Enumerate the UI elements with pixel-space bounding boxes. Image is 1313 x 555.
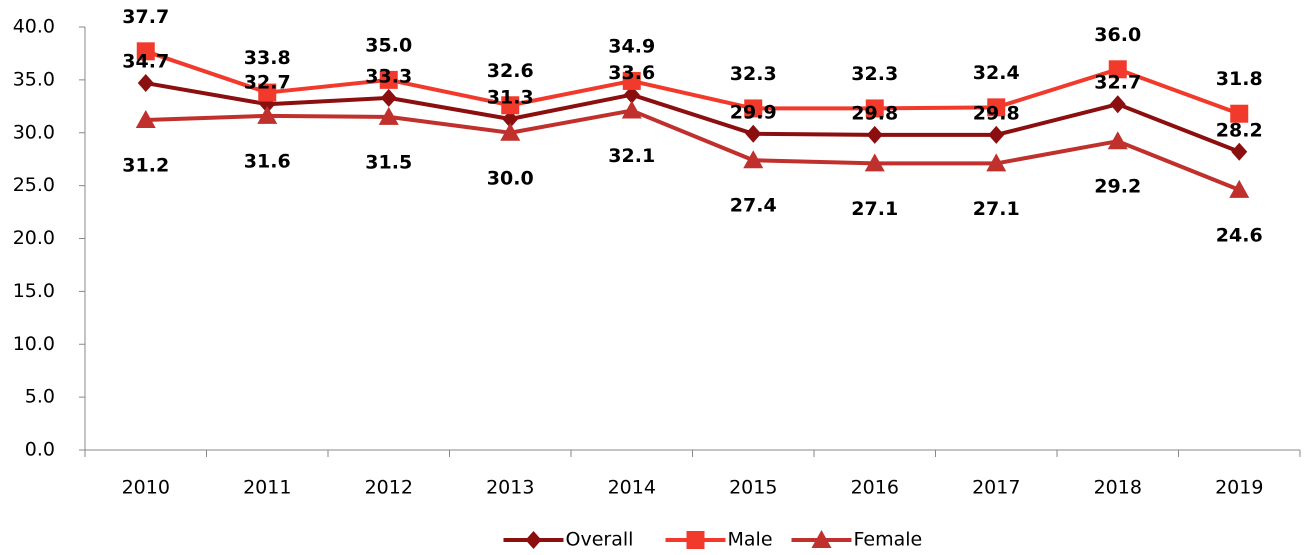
data-label: 33.3 <box>365 65 412 87</box>
marker <box>745 124 762 143</box>
legend-item: Female <box>791 529 923 551</box>
marker <box>864 153 885 172</box>
data-label: 31.2 <box>122 155 169 177</box>
marker <box>866 125 883 144</box>
marker <box>988 125 1005 144</box>
data-label: 29.2 <box>1094 176 1141 198</box>
legend-item: Male <box>665 529 773 551</box>
legend-label: Male <box>728 529 773 551</box>
data-label: 29.8 <box>851 102 898 124</box>
marker <box>136 42 155 61</box>
data-label: 27.1 <box>851 198 898 220</box>
x-tick-label: 2016 <box>851 477 899 499</box>
marker <box>379 70 398 89</box>
data-label: 37.7 <box>122 6 169 28</box>
legend-label: Overall <box>566 529 634 551</box>
x-tick-label: 2011 <box>243 477 291 499</box>
data-label: 28.2 <box>1216 119 1263 141</box>
marker <box>623 85 640 104</box>
marker <box>811 530 832 548</box>
legend: Overall Male Female <box>503 529 923 551</box>
x-tick-label: 2019 <box>1215 477 1263 499</box>
data-label: 33.6 <box>608 62 655 84</box>
marker <box>986 153 1007 172</box>
marker <box>1229 179 1250 198</box>
data-label: 30.0 <box>487 167 534 189</box>
marker <box>987 98 1006 117</box>
data-label: 31.3 <box>487 87 534 109</box>
data-label: 29.8 <box>973 102 1020 124</box>
marker <box>686 531 705 549</box>
marker <box>378 106 399 125</box>
y-tick-label: 40.0 <box>13 16 55 38</box>
data-label: 29.9 <box>730 101 777 123</box>
series-line <box>145 108 1240 192</box>
y-tick-label: 10.0 <box>13 333 55 355</box>
marker <box>258 83 277 102</box>
y-tick-label: 35.0 <box>13 68 55 90</box>
x-tick-label: 2017 <box>972 477 1020 499</box>
marker <box>501 96 520 115</box>
x-tick-label: 2014 <box>608 477 656 499</box>
x-tick-label: 2018 <box>1094 477 1142 499</box>
data-label: 32.1 <box>608 145 655 167</box>
data-label: 32.7 <box>244 72 291 94</box>
y-tick-label: 15.0 <box>13 280 55 302</box>
marker <box>744 99 763 118</box>
marker <box>257 105 278 124</box>
data-label: 27.1 <box>973 198 1020 220</box>
series-line <box>145 49 1240 116</box>
y-tick-label: 5.0 <box>25 386 55 408</box>
legend-item: Overall <box>503 529 634 551</box>
data-label: 32.3 <box>851 63 898 85</box>
marker <box>502 110 519 129</box>
y-tick-label: 20.0 <box>13 227 55 249</box>
legend-label: Female <box>854 529 923 551</box>
marker <box>137 74 154 93</box>
data-label: 24.6 <box>1216 224 1263 246</box>
data-label: 34.9 <box>608 35 655 57</box>
marker <box>135 110 156 129</box>
x-tick-label: 2013 <box>486 477 534 499</box>
data-label: 32.4 <box>973 62 1020 84</box>
marker <box>1109 95 1126 114</box>
marker <box>743 150 764 169</box>
x-tick-label: 2015 <box>729 477 777 499</box>
marker <box>1108 60 1127 79</box>
marker <box>1230 104 1249 123</box>
data-label: 32.6 <box>487 60 534 82</box>
x-tick-label: 2010 <box>122 477 170 499</box>
marker <box>1107 131 1128 150</box>
y-tick-label: 30.0 <box>13 121 55 143</box>
y-tick-label: 0.0 <box>25 439 55 461</box>
y-tick-label: 25.0 <box>13 174 55 196</box>
marker <box>1231 142 1248 161</box>
marker <box>621 100 642 119</box>
data-label: 33.8 <box>244 47 291 69</box>
marker <box>622 71 641 90</box>
series-line <box>145 81 1240 154</box>
data-label: 27.4 <box>730 195 777 217</box>
data-label: 32.3 <box>730 63 777 85</box>
marker <box>380 88 397 107</box>
data-label: 31.6 <box>244 150 291 172</box>
marker <box>865 99 884 118</box>
marker <box>500 122 521 141</box>
data-label: 34.7 <box>122 51 169 73</box>
marker <box>525 531 542 549</box>
data-label: 36.0 <box>1094 24 1141 46</box>
data-label: 31.5 <box>365 151 412 173</box>
data-label: 35.0 <box>365 34 412 56</box>
data-label: 31.8 <box>1216 68 1263 90</box>
x-tick-label: 2012 <box>365 477 413 499</box>
data-label: 32.7 <box>1094 72 1141 94</box>
